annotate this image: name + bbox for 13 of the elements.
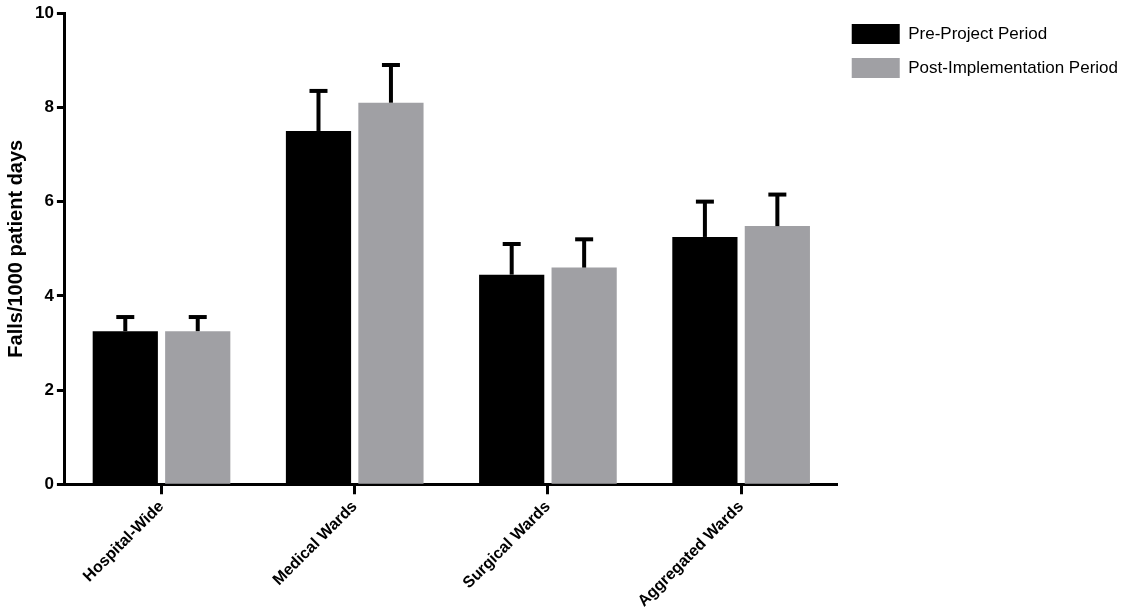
y-axis-title: Falls/1000 patient days bbox=[3, 139, 26, 358]
y-tick-label: 4 bbox=[44, 285, 55, 305]
bar bbox=[744, 226, 810, 484]
bar bbox=[551, 267, 617, 484]
y-tick-label: 10 bbox=[34, 2, 54, 22]
bar bbox=[358, 102, 424, 484]
y-tick-label: 8 bbox=[44, 97, 54, 117]
y-tick-label: 6 bbox=[44, 191, 54, 211]
legend-label: Pre-Project Period bbox=[908, 23, 1048, 43]
bar bbox=[165, 331, 231, 484]
legend-label: Post-Implementation Period bbox=[908, 57, 1119, 77]
y-tick-label: 0 bbox=[44, 473, 54, 493]
y-tick-label: 2 bbox=[44, 379, 54, 399]
